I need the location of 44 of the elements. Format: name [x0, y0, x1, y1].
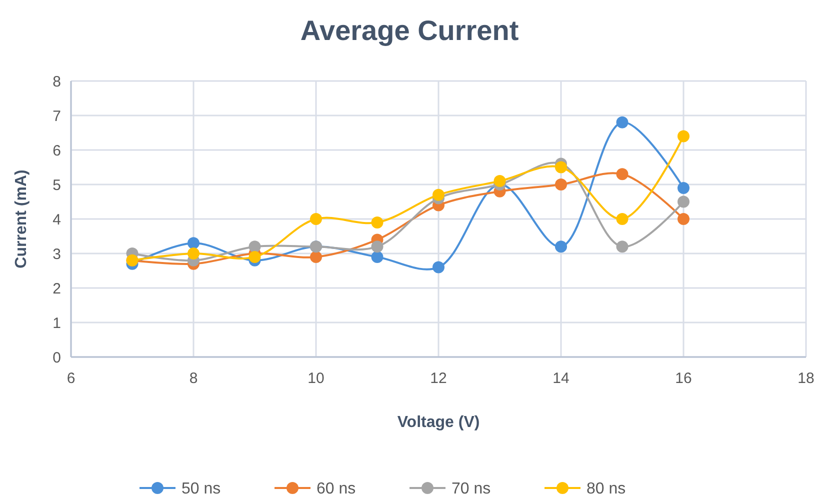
point	[310, 213, 322, 225]
y-tick-label: 8	[52, 73, 61, 90]
x-tick-label: 6	[66, 370, 76, 387]
point	[432, 188, 444, 201]
y-tick-label: 2	[52, 280, 61, 298]
legend-label: 80 ns	[586, 480, 626, 497]
x-tick-label: 10	[308, 370, 324, 387]
point	[188, 248, 200, 260]
chart-title: Average Current	[300, 15, 519, 46]
point	[555, 178, 567, 190]
point	[555, 161, 567, 174]
point	[678, 182, 690, 194]
x-tick-label: 18	[798, 370, 814, 387]
point	[432, 261, 444, 274]
y-tick-label: 3	[52, 246, 61, 263]
legend-label: 60 ns	[316, 480, 356, 497]
point	[188, 237, 200, 250]
y-tick-label: 7	[52, 108, 61, 125]
y-tick-label: 4	[52, 211, 61, 228]
point	[678, 196, 690, 208]
y-tick-label: 6	[52, 142, 61, 160]
y-tick-label: 5	[52, 176, 61, 194]
point	[678, 213, 690, 225]
y-axis-title: Current (mA)	[13, 170, 30, 268]
legend-label: 70 ns	[452, 480, 491, 497]
point	[310, 250, 322, 263]
point	[616, 116, 628, 128]
x-tick-label: 12	[430, 370, 447, 387]
point	[616, 240, 628, 253]
point	[555, 240, 567, 253]
legend-label: 50 ns	[182, 480, 221, 497]
y-tick-label: 0	[52, 349, 61, 366]
x-tick-label: 16	[675, 370, 692, 387]
point	[616, 168, 628, 180]
point	[371, 240, 384, 253]
point	[678, 130, 690, 142]
point	[616, 213, 628, 225]
point	[371, 250, 384, 263]
point	[371, 216, 384, 228]
y-tick-label: 1	[52, 314, 61, 332]
point	[494, 175, 506, 188]
x-axis-title: Voltage (V)	[397, 414, 480, 431]
x-tick-label: 8	[189, 370, 198, 387]
x-tick-label: 14	[552, 370, 570, 387]
